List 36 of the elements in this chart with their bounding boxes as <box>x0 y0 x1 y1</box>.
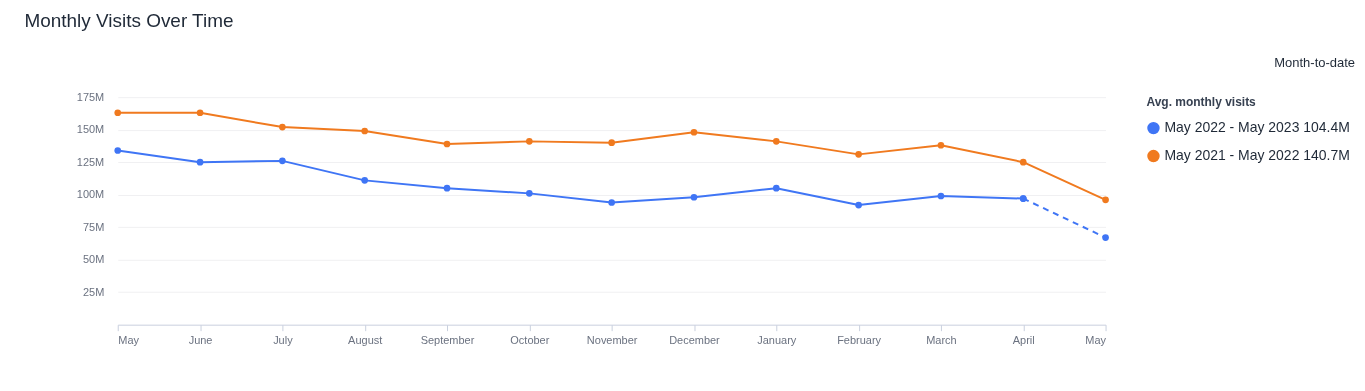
point <box>279 157 286 165</box>
x-tick-label: November <box>586 334 638 347</box>
y-tick-label: 100M <box>76 188 105 201</box>
point <box>114 147 122 154</box>
point <box>937 192 945 200</box>
point <box>608 199 615 206</box>
x-tick-label: February <box>837 334 882 347</box>
y-tick-label: 125M <box>76 155 105 168</box>
point <box>361 177 369 184</box>
legend-title: Avg. monthly visits <box>1146 95 1257 110</box>
x-tick-label: December <box>669 334 721 347</box>
x-tick-label: May <box>118 334 140 347</box>
text: Month-to-date <box>1274 55 1356 71</box>
y-tick-label: 25M <box>82 285 105 298</box>
point <box>443 184 451 192</box>
x-tick-label: May <box>1085 334 1107 347</box>
point <box>525 190 533 197</box>
x-tick-label: January <box>757 334 797 347</box>
legend-label: May 2022 - May 2023 104.4M <box>1164 119 1350 136</box>
x-tick-label: October <box>510 334 550 347</box>
chart-title: Monthly Visits Over Time <box>24 10 234 32</box>
y-tick-label: 75M <box>82 220 105 233</box>
y-tick-label: 150M <box>76 123 105 136</box>
point <box>690 193 698 201</box>
x-tick-label: August <box>348 334 383 347</box>
point <box>196 158 204 166</box>
point <box>855 201 862 209</box>
x-tick-label: July <box>273 334 294 347</box>
x-tick-label: April <box>1012 334 1035 347</box>
legend-label: May 2021 - May 2022 140.7M <box>1164 147 1350 164</box>
point <box>772 184 780 192</box>
x-tick-label: March <box>926 334 957 347</box>
y-tick-label: 175M <box>76 90 105 103</box>
y-tick-label: 50M <box>82 253 105 266</box>
x-tick-label: June <box>188 334 213 347</box>
x-tick-label: September <box>420 334 475 347</box>
